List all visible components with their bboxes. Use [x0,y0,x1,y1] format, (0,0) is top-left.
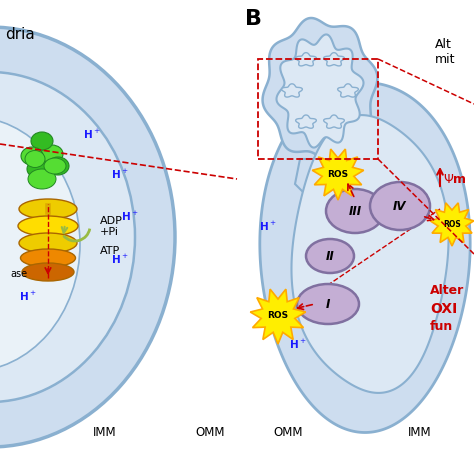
Ellipse shape [0,117,80,372]
Ellipse shape [31,132,53,150]
Polygon shape [324,115,344,128]
Text: $\Psi$m: $\Psi$m [443,173,467,185]
Text: ADP: ADP [100,216,123,226]
Text: ase: ase [10,269,27,279]
Text: mit: mit [435,53,456,65]
Ellipse shape [18,216,78,236]
Text: +Pi: +Pi [100,227,119,237]
Ellipse shape [41,145,63,163]
Ellipse shape [20,249,75,267]
Ellipse shape [44,158,66,174]
Text: H$^+$: H$^+$ [289,337,307,351]
Text: ATP: ATP [100,246,120,256]
Text: ROS: ROS [328,170,348,179]
Text: III: III [348,204,362,218]
Ellipse shape [28,169,56,189]
Text: IV: IV [393,200,407,212]
Text: H$^+$: H$^+$ [111,253,129,265]
Ellipse shape [25,151,45,167]
Polygon shape [292,115,448,393]
Polygon shape [250,289,306,344]
Text: ROS: ROS [267,311,289,320]
Polygon shape [282,84,302,97]
Text: IMM: IMM [93,426,117,438]
Text: Alt: Alt [435,37,452,51]
Ellipse shape [370,182,430,230]
Ellipse shape [19,199,77,219]
Ellipse shape [306,239,354,273]
Ellipse shape [19,233,77,253]
Text: ROS: ROS [443,219,461,228]
Polygon shape [296,53,316,66]
Text: H$^+$: H$^+$ [19,290,37,302]
Polygon shape [276,35,364,147]
Polygon shape [337,84,358,97]
Text: dria: dria [5,27,35,42]
Ellipse shape [47,157,69,175]
Text: IMM: IMM [408,426,432,438]
Polygon shape [263,18,377,160]
Polygon shape [295,159,345,202]
Text: H$^+$: H$^+$ [83,128,101,141]
Ellipse shape [326,189,384,233]
Polygon shape [312,149,364,200]
Text: H$^+$: H$^+$ [121,210,139,223]
Polygon shape [296,115,316,128]
Text: H$^+$: H$^+$ [259,219,277,233]
Text: I: I [326,298,330,310]
Text: fun: fun [430,319,453,332]
Ellipse shape [21,147,43,165]
Polygon shape [430,203,474,246]
Polygon shape [260,82,470,432]
Text: OMM: OMM [273,426,303,438]
Ellipse shape [27,160,49,178]
Bar [258,59,378,159]
Text: H$^+$: H$^+$ [111,167,129,181]
Text: II: II [326,249,334,263]
Text: B: B [245,9,262,29]
Polygon shape [324,53,344,66]
Text: Alter: Alter [430,284,464,298]
Ellipse shape [0,72,135,402]
Text: OMM: OMM [195,426,225,438]
Ellipse shape [297,284,359,324]
Ellipse shape [0,27,175,447]
Ellipse shape [22,263,74,281]
Text: OXI: OXI [430,302,457,316]
